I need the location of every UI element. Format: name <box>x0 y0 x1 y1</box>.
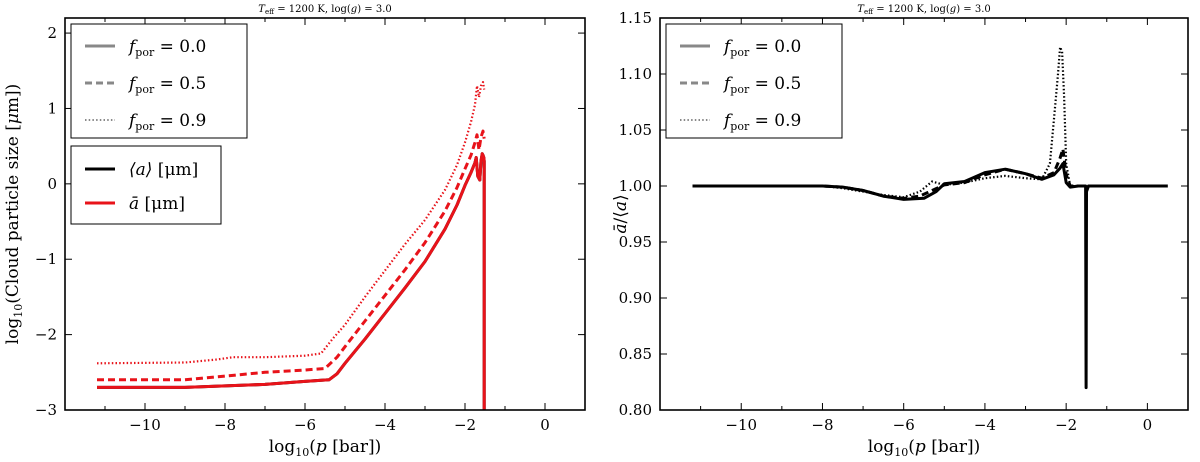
legend-label: fpor = 0.9 <box>127 111 206 133</box>
x-tick-label: 0 <box>1143 416 1153 434</box>
x-axis-label: log10(p [bar]) <box>269 437 382 459</box>
legend-label: fpor = 0.5 <box>722 74 801 96</box>
series-group <box>692 45 1168 390</box>
series-line-3 <box>692 162 1168 390</box>
y-tick-label: 2 <box>47 24 57 42</box>
chart-panel-1: Teff = 1200 K, log(g) = 3.0−10 −8 −6 −4 −2 0−… <box>3 4 586 459</box>
series-line-3 <box>97 129 486 382</box>
plot-frame <box>64 17 586 411</box>
legend-box <box>665 23 843 139</box>
legend-label: fpor = 0.0 <box>127 37 206 59</box>
x-tick-label: −8 <box>811 416 833 434</box>
legend-porosity: fpor = 0.0 fpor = 0.5 fpor = 0.9 <box>70 23 248 139</box>
y-tick-label: 0.90 <box>619 289 652 307</box>
x-tick-label: −8 <box>214 416 236 434</box>
x-tick-label: −4 <box>374 416 396 434</box>
y-tick-label: 1 <box>47 99 57 117</box>
y-tick-label: 0.85 <box>619 345 652 363</box>
chart-panel-2: Teff = 1200 K, log(g) = 3.0 −10 −8 −6 −4 −2 0 0… <box>611 4 1189 459</box>
x-axis-label: log10(p [bar]) <box>868 437 981 459</box>
legend-label: fpor = 0.9 <box>722 111 801 133</box>
y-tick-label: 0.80 <box>619 401 652 419</box>
x-tick-label: −10 <box>129 416 161 434</box>
legend-label: fpor = 0.0 <box>722 37 801 59</box>
x-tick-label: −2 <box>1055 416 1077 434</box>
y-tick-label: 1.00 <box>619 177 652 195</box>
x-tick-label: −4 <box>974 416 996 434</box>
legend-box <box>70 145 222 225</box>
y-tick-label: 1.05 <box>619 121 652 139</box>
y-tick-label: −3 <box>35 401 57 419</box>
chart-title: Teff = 1200 K, log(g) = 3.0 <box>857 4 990 16</box>
series-line-2 <box>692 147 1168 200</box>
y-tick-label: 0.95 <box>619 233 652 251</box>
plot-frame <box>659 17 1189 411</box>
y-tick-label: 0 <box>47 175 57 193</box>
legend-label: ⟨a⟩ [μm] <box>129 160 198 180</box>
y-tick-label: −1 <box>35 250 57 268</box>
x-tick-label: −6 <box>893 416 915 434</box>
legend-quantity: ⟨a⟩ [μm] ā [μm] <box>70 145 222 225</box>
y-tick-label: 1.15 <box>619 9 652 27</box>
chart-title: Teff = 1200 K, log(g) = 3.0 <box>258 4 391 16</box>
series-line-2 <box>97 152 486 410</box>
series-group <box>96 80 486 410</box>
y-tick-label: 1.10 <box>619 65 652 83</box>
x-tick-label: −10 <box>725 416 757 434</box>
legend-label: fpor = 0.5 <box>127 74 206 96</box>
x-tick-label: −6 <box>294 416 316 434</box>
x-tick-label: 0 <box>540 416 550 434</box>
legend-porosity: fpor = 0.0 fpor = 0.5 fpor = 0.9 <box>665 23 843 139</box>
y-tick-label: −2 <box>35 326 57 344</box>
y-axis-label: ā/⟨a⟩ <box>611 194 631 233</box>
y-axis-label: log10(Cloud particle size [μm]) <box>3 84 25 345</box>
x-tick-label: −2 <box>454 416 476 434</box>
legend-label: ā [μm] <box>129 194 185 214</box>
